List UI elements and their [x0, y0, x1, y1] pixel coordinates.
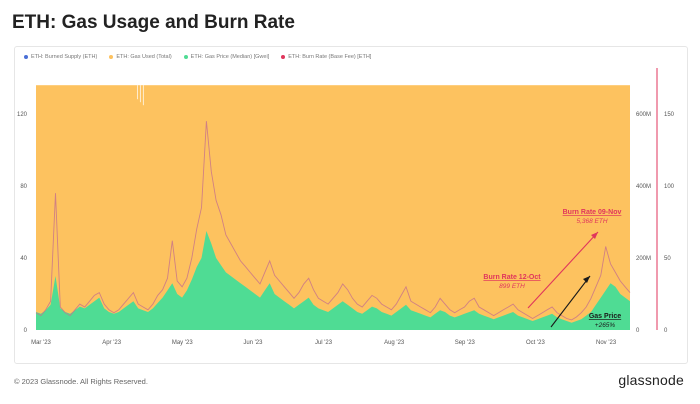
legend-label: ETH: Burn Rate (Base Fee) [ETH] [288, 54, 372, 60]
x-tick-label: Nov '23 [596, 340, 617, 346]
gas-used-notch [136, 85, 138, 100]
y-left-tick-label: 80 [20, 184, 27, 190]
legend-label: ETH: Gas Used (Total) [116, 54, 172, 60]
x-tick-label: Apr '23 [102, 340, 121, 346]
annotation-red-arrow-line [527, 231, 599, 309]
annotation-burn-nov-value: 5,368 ETH [576, 218, 607, 225]
gas-used-notch [139, 85, 141, 103]
x-tick-label: Jul '23 [315, 340, 333, 346]
x-tick-label: Mar '23 [31, 340, 51, 346]
legend-label: ETH: Gas Price (Median) [Gwei] [190, 54, 270, 60]
y-mid-tick-label: 600M [636, 112, 651, 118]
y-left-tick-label: 0 [24, 328, 28, 334]
y-mid-tick-label: 400M [636, 184, 651, 190]
annotation-gas-price-label: Gas Price [589, 313, 621, 320]
x-tick-label: Sep '23 [455, 340, 476, 346]
annotation-dark-arrow-line [550, 275, 591, 328]
y-right-tick-label: 0 [664, 328, 668, 334]
legend-label: ETH: Burned Supply (ETH) [31, 54, 98, 60]
y-left-tick-label: 120 [17, 112, 28, 118]
legend-dot-icon [109, 55, 114, 59]
x-tick-label: Aug '23 [384, 340, 405, 346]
annotation-dark-arrow-head [583, 276, 590, 283]
gas-price-area [36, 231, 630, 330]
annotation-gas-price-value: +265% [595, 322, 616, 329]
glassnode-logo: glassnode [618, 372, 684, 388]
annotation-burn-nov-label: Burn Rate 09-Nov [563, 209, 622, 216]
y-right-tick-label: 100 [664, 184, 675, 190]
gas-used-area [36, 85, 630, 330]
annotation-red-arrow-head [591, 232, 598, 239]
y-left-tick-label: 40 [20, 256, 27, 262]
legend-item-burn-rate[interactable]: ETH: Burn Rate (Base Fee) [ETH] [281, 54, 371, 60]
chart-title: ETH: Gas Usage and Burn Rate [12, 12, 295, 33]
x-tick-label: Jun '23 [243, 340, 263, 346]
legend-item-burned-supply[interactable]: ETH: Burned Supply (ETH) [24, 54, 97, 60]
y-right-tick-label: 150 [664, 112, 675, 118]
copyright-text: © 2023 Glassnode. All Rights Reserved. [14, 377, 148, 386]
legend-dot-icon [281, 55, 286, 59]
annotation-burn-oct-label: Burn Rate 12-Oct [483, 274, 541, 281]
y-mid-tick-label: 0 [636, 328, 640, 334]
legend-item-gas-price[interactable]: ETH: Gas Price (Median) [Gwei] [183, 54, 270, 60]
x-tick-label: May '23 [172, 340, 193, 346]
y-right-tick-label: 50 [664, 256, 671, 262]
chart-legend: ETH: Burned Supply (ETH) ETH: Gas Used (… [24, 54, 371, 60]
legend-item-gas-used[interactable]: ETH: Gas Used (Total) [109, 54, 172, 60]
gas-used-notch [142, 85, 144, 106]
annotation-burn-oct-value: 899 ETH [499, 283, 525, 290]
y-mid-tick-label: 200M [636, 256, 651, 262]
x-tick-label: Oct '23 [526, 340, 545, 346]
burn-rate-line [35, 121, 631, 321]
legend-dot-icon [24, 55, 28, 59]
legend-dot-icon [183, 55, 188, 59]
